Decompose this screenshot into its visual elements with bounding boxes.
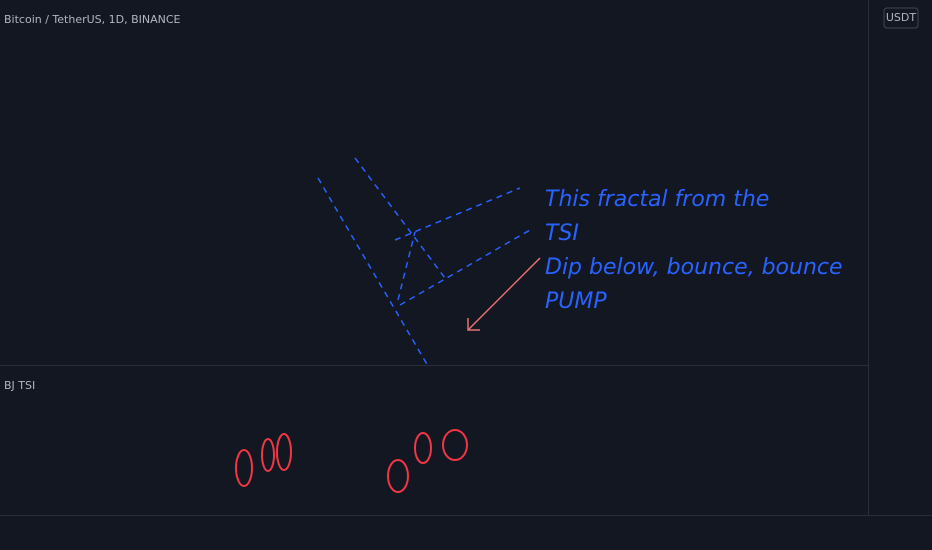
circle (276, 433, 292, 471)
circle (261, 438, 275, 472)
currency-badge[interactable] (883, 7, 919, 29)
trendline (399, 229, 531, 306)
indicator-title: BJ TSI (4, 379, 35, 392)
arrow (467, 257, 541, 331)
trendline (354, 157, 446, 279)
currency-label: USDT (886, 11, 917, 24)
circle (387, 459, 409, 493)
arrow-head (467, 318, 480, 331)
drawings (235, 157, 541, 493)
annotation: TSI (545, 221, 579, 246)
trendline (397, 231, 416, 301)
circle (235, 449, 253, 487)
trendline (317, 177, 429, 367)
chart-title: Bitcoin / TetherUS, 1D, BINANCE (4, 13, 181, 26)
trendline (394, 187, 521, 241)
annotation: This fractal from the (545, 187, 769, 212)
circle (442, 429, 468, 461)
annotation: Dip below, bounce, bounce (545, 255, 843, 280)
annotation: PUMP (545, 289, 607, 314)
circle (414, 432, 432, 464)
